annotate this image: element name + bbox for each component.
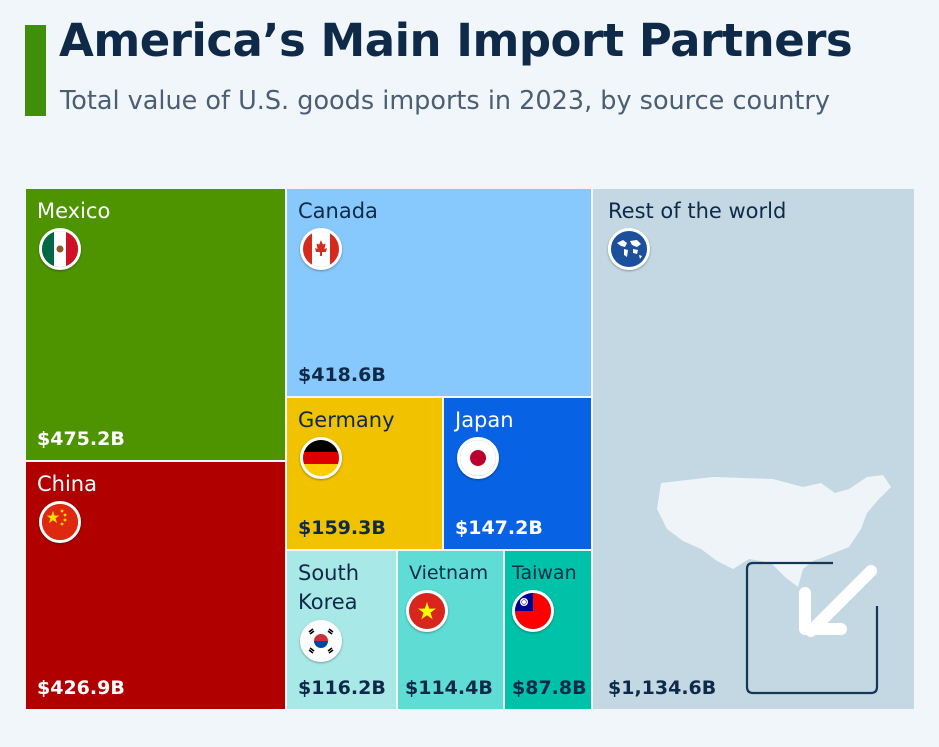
- tile-mexico: Mexico $475.2B: [25, 188, 286, 461]
- tile-china: China $426.9B: [25, 461, 286, 710]
- tile-germany: Germany $159.3B: [286, 397, 443, 550]
- tile-rest-of-world: Rest of the world $1,134.6B: [592, 188, 915, 710]
- tile-value-rest-of-world: $1,134.6B: [608, 677, 717, 699]
- mexico-flag-icon: [39, 228, 81, 270]
- vietnam-flag-icon: [406, 590, 448, 632]
- tile-label-taiwan: Taiwan: [512, 562, 577, 584]
- title-accent-bar: [25, 25, 46, 116]
- tile-label-germany: Germany: [298, 408, 395, 432]
- treemap: Mexico $475.2B China $426.9B Canada $418…: [25, 188, 915, 710]
- tile-value-vietnam: $114.4B: [405, 677, 493, 699]
- tile-value-taiwan: $87.8B: [512, 677, 587, 699]
- tile-label-japan: Japan: [455, 408, 514, 432]
- south-korea-flag-icon: [300, 620, 342, 662]
- germany-flag-icon: [300, 437, 342, 479]
- tile-value-south-korea: $116.2B: [298, 677, 386, 699]
- tile-value-mexico: $475.2B: [37, 428, 125, 450]
- chart-subtitle: Total value of U.S. goods imports in 202…: [60, 86, 830, 116]
- canada-flag-icon: [300, 228, 342, 270]
- tile-canada: Canada $418.6B: [286, 188, 592, 397]
- tile-label-china: China: [37, 472, 97, 496]
- arrow-to-corner-icon: [745, 561, 879, 695]
- taiwan-flag-icon: [512, 590, 554, 632]
- tile-value-germany: $159.3B: [298, 517, 386, 539]
- globe-icon: [608, 228, 650, 270]
- tile-south-korea: South Korea $116.2B: [286, 550, 397, 710]
- tile-label-south-korea: South Korea: [298, 561, 360, 614]
- tile-vietnam: Vietnam $114.4B: [397, 550, 504, 710]
- tile-value-canada: $418.6B: [298, 364, 386, 386]
- chart-title: America’s Main Import Partners: [59, 14, 853, 67]
- tile-value-china: $426.9B: [37, 677, 125, 699]
- tile-japan: Japan $147.2B: [443, 397, 592, 550]
- tile-taiwan: Taiwan $87.8B: [504, 550, 592, 710]
- china-flag-icon: [39, 501, 81, 543]
- tile-label-vietnam: Vietnam: [409, 562, 489, 584]
- tile-label-mexico: Mexico: [37, 199, 111, 223]
- japan-flag-icon: [457, 437, 499, 479]
- us-map-icon: [657, 475, 891, 587]
- tile-value-japan: $147.2B: [455, 517, 543, 539]
- tile-label-canada: Canada: [298, 199, 378, 223]
- tile-label-rest-of-world: Rest of the world: [608, 199, 787, 223]
